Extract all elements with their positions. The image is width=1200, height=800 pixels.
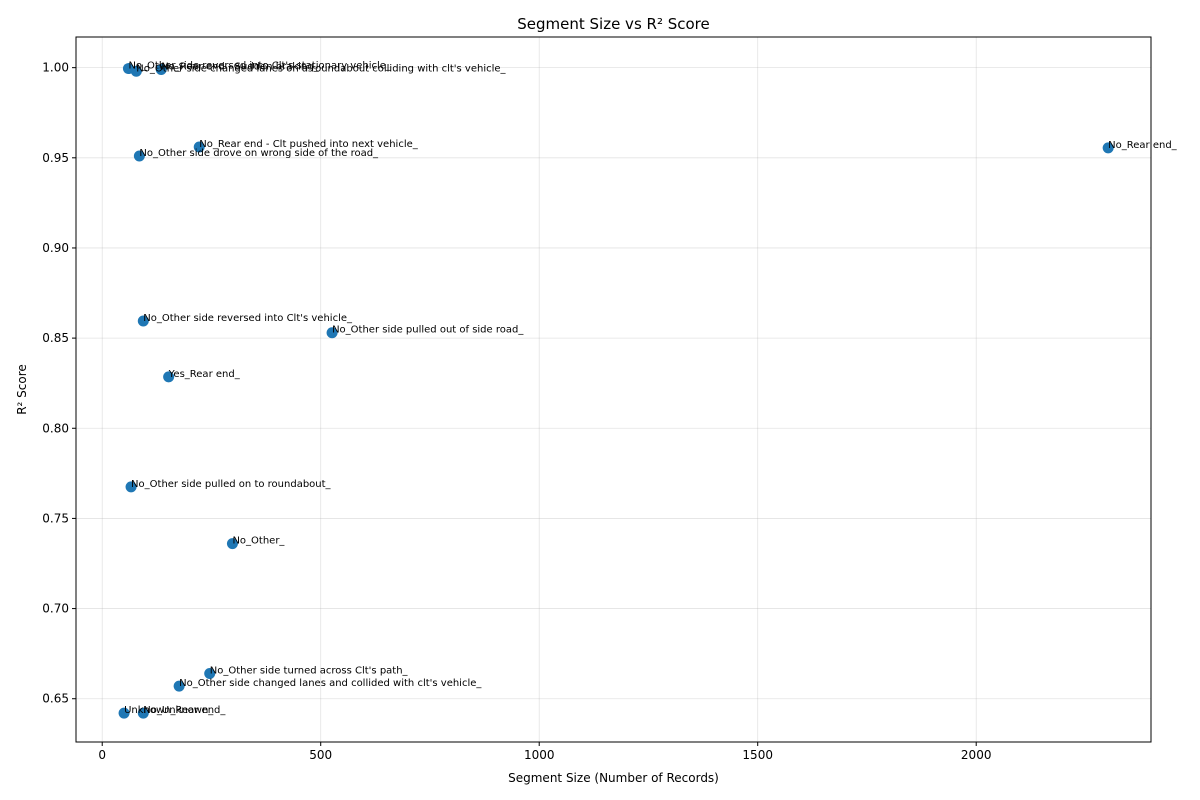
x-tick-label: 2000: [961, 748, 992, 762]
data-point: [133, 150, 145, 162]
point-label: Yes_Rear end_: [168, 369, 241, 380]
grid: [76, 37, 1151, 742]
point-label: No_Rear end_: [1108, 140, 1178, 151]
point-label: No_Other side pulled out of side road_: [332, 325, 524, 336]
point-label: Unknown_Rear end_: [124, 705, 226, 716]
y-tick-label: 0.85: [42, 331, 69, 345]
point-label: No_Other side changed lanes and collided…: [179, 678, 482, 689]
point-label: No_Other side changed lanes on a roundab…: [136, 63, 506, 74]
point-label: No_Other_: [232, 536, 285, 547]
data-points: [118, 63, 1114, 719]
data-point: [137, 315, 149, 327]
data-point: [173, 680, 185, 692]
data-point: [155, 63, 167, 75]
axis-ticks: 0 500 1000 1500 2000 0.65 0.70 0.75 0.80 0.85 0.90…: [42, 61, 991, 762]
data-point: [1102, 142, 1114, 154]
y-axis-label: R² Score: [15, 364, 29, 415]
data-point: [326, 327, 338, 339]
point-label: No_Rear end - Sudden braking_: [161, 61, 319, 72]
x-axis-label: Segment Size (Number of Records): [508, 771, 719, 785]
data-point: [125, 481, 137, 493]
data-point: [226, 538, 238, 550]
plot-frame: [75, 36, 1152, 743]
data-point: [130, 65, 142, 77]
y-tick-label: 0.80: [42, 421, 69, 435]
x-tick-label: 0: [98, 748, 106, 762]
y-tick-label: 0.65: [42, 692, 69, 706]
point-label: No_Other side turned across Clt's path_: [210, 665, 409, 676]
point-label: No_Other side reversed into Clt's vehicl…: [143, 313, 353, 324]
y-tick-label: 0.90: [42, 241, 69, 255]
data-point: [163, 371, 175, 383]
x-tick-label: 500: [309, 748, 332, 762]
point-label: No_Other side pulled on to roundabout_: [131, 479, 331, 490]
point-label: No_Other side reversed into Clt's statio…: [128, 61, 391, 72]
point-label: No_Rear end - Clt pushed into next vehic…: [199, 139, 419, 150]
x-tick-label: 1500: [742, 748, 773, 762]
chart-title: Segment Size vs R² Score: [517, 15, 710, 33]
point-label: No_Other side drove on wrong side of the…: [139, 148, 379, 159]
point-labels: No_Other side reversed into Clt's statio…: [124, 61, 1178, 717]
point-label: No_Unknown_: [143, 705, 214, 716]
x-tick-label: 1000: [524, 748, 555, 762]
y-tick-label: 1.00: [42, 61, 69, 75]
y-tick-label: 0.70: [42, 602, 69, 616]
y-tick-label: 0.95: [42, 151, 69, 165]
data-point: [137, 707, 149, 719]
data-point: [118, 707, 130, 719]
y-tick-label: 0.75: [42, 511, 69, 525]
data-point: [204, 667, 216, 679]
data-point: [193, 141, 205, 153]
